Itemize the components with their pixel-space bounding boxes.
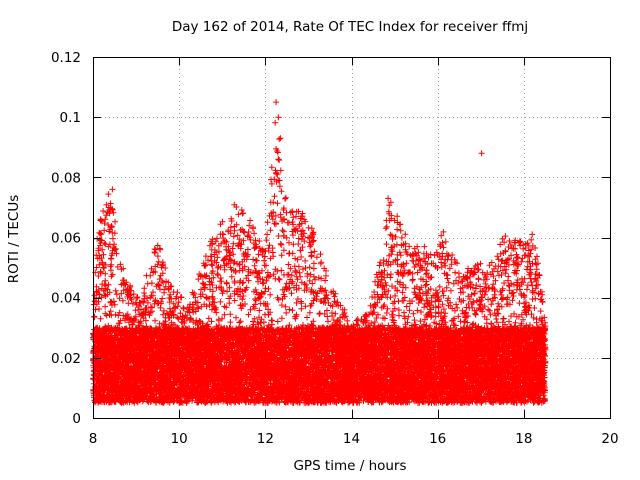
chart-title: Day 162 of 2014, Rate Of TEC Index for r… bbox=[172, 19, 528, 35]
x-tick-label: 10 bbox=[171, 431, 188, 447]
axis-ticks bbox=[93, 57, 611, 419]
x-tick-labels: 8 10 12 14 16 18 20 bbox=[89, 431, 619, 447]
x-tick-label: 14 bbox=[343, 431, 360, 447]
y-tick-label: 0 bbox=[72, 411, 81, 427]
x-tick-label: 8 bbox=[89, 431, 98, 447]
x-tick-label: 20 bbox=[601, 431, 618, 447]
y-axis-label: ROTI / TECUs bbox=[6, 195, 22, 283]
x-tick-label: 16 bbox=[429, 431, 446, 447]
y-tick-label: 0.1 bbox=[60, 110, 81, 126]
roti-series-markers bbox=[90, 99, 549, 406]
y-tick-label: 0.08 bbox=[51, 170, 81, 186]
x-axis-label: GPS time / hours bbox=[293, 458, 406, 474]
data-points bbox=[90, 99, 549, 406]
y-tick-label: 0.12 bbox=[51, 50, 81, 66]
y-tick-label: 0.04 bbox=[51, 291, 81, 307]
x-tick-label: 12 bbox=[257, 431, 274, 447]
y-tick-label: 0.06 bbox=[51, 231, 81, 247]
x-tick-label: 18 bbox=[515, 431, 532, 447]
y-tick-labels: 0 0.02 0.04 0.06 0.08 0.1 0.12 bbox=[51, 50, 81, 427]
y-tick-label: 0.02 bbox=[51, 351, 81, 367]
